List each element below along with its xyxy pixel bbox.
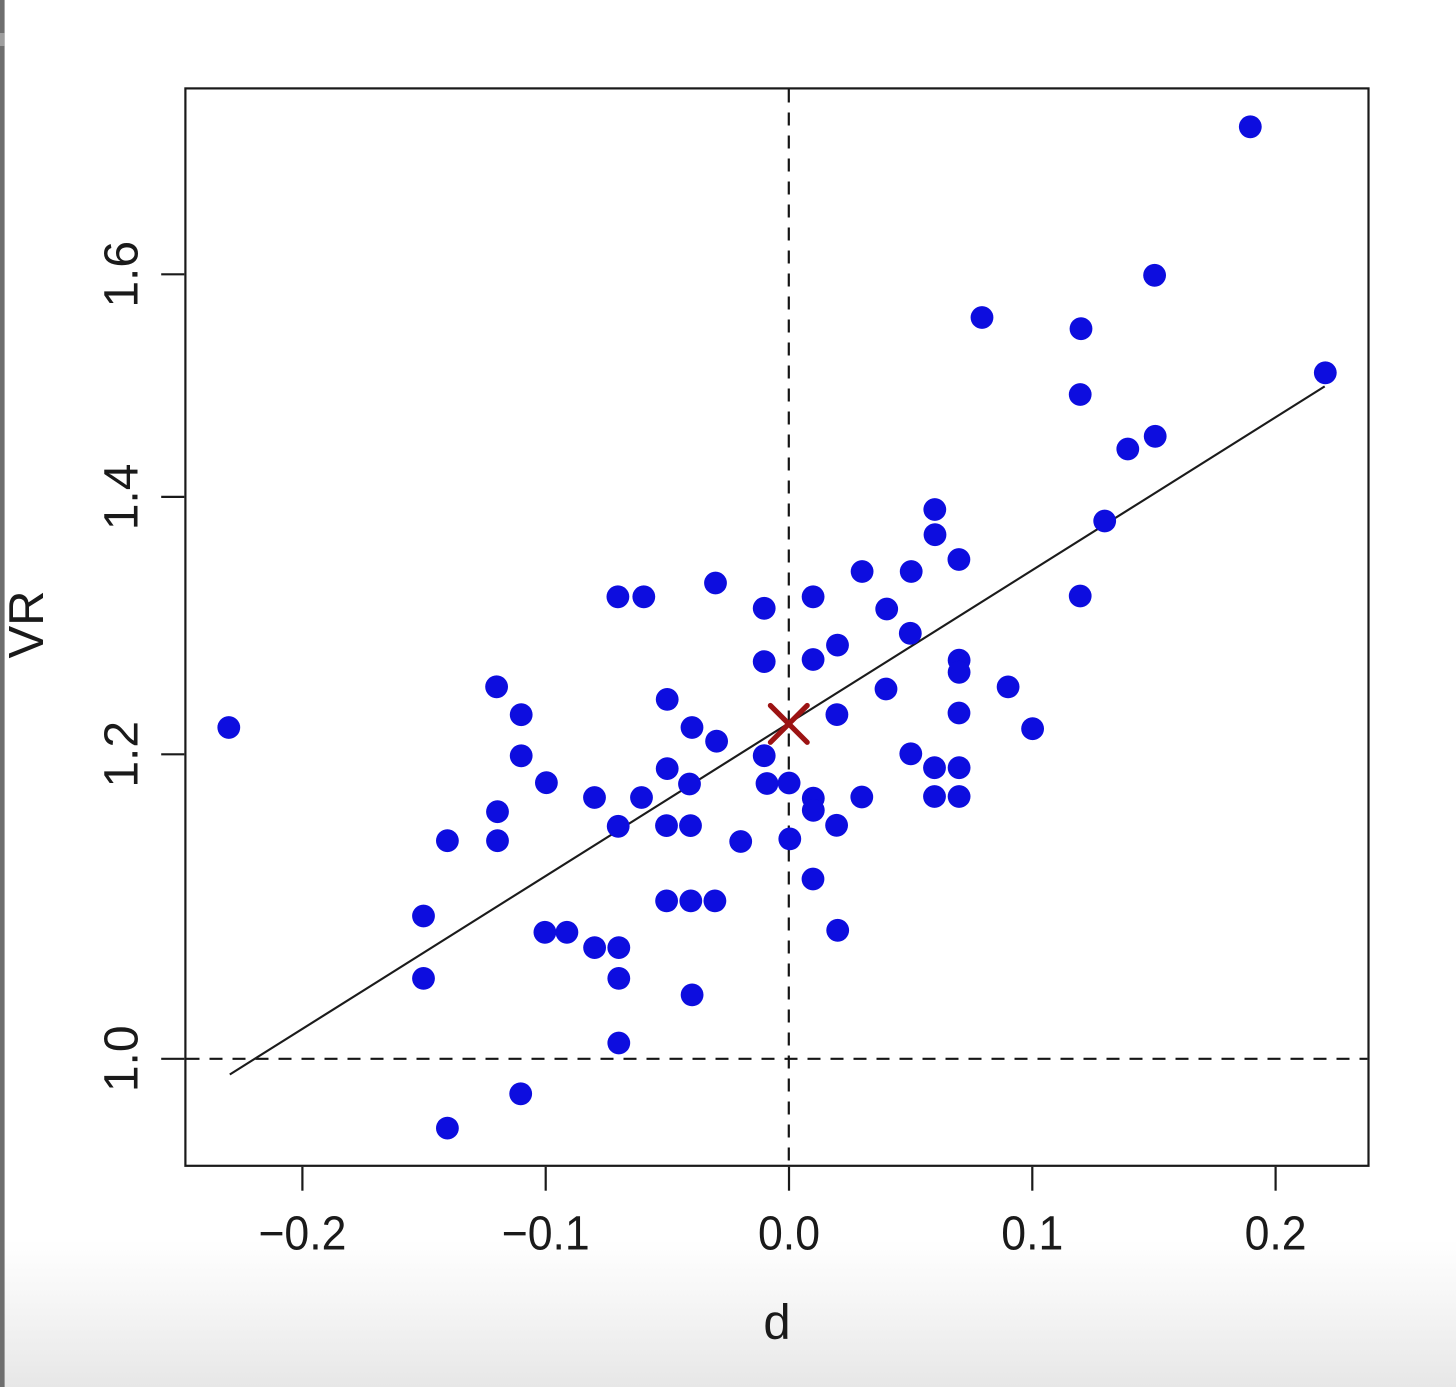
svg-text:VR: VR bbox=[0, 590, 54, 658]
svg-text:0.2: 0.2 bbox=[1245, 1206, 1307, 1260]
svg-text:−0.1: −0.1 bbox=[502, 1206, 590, 1260]
svg-text:−0.2: −0.2 bbox=[258, 1206, 346, 1260]
svg-text:0.1: 0.1 bbox=[1001, 1206, 1063, 1260]
svg-text:0.0: 0.0 bbox=[758, 1206, 820, 1260]
svg-text:d: d bbox=[763, 1296, 790, 1350]
svg-text:1.4: 1.4 bbox=[96, 464, 149, 531]
svg-text:1.6: 1.6 bbox=[96, 241, 149, 308]
svg-text:1.0: 1.0 bbox=[96, 1025, 149, 1092]
svg-text:1.2: 1.2 bbox=[96, 721, 149, 788]
